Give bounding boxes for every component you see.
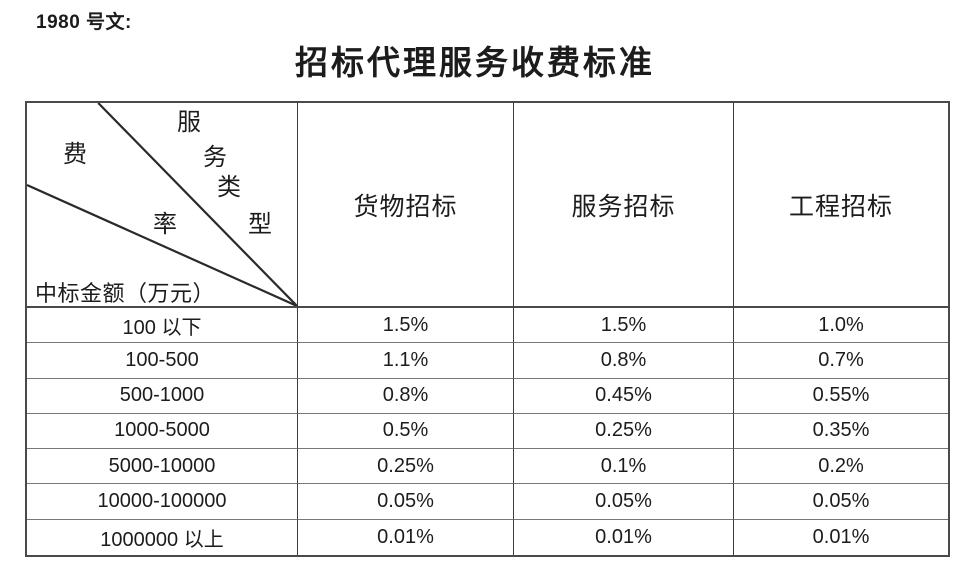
fee-value: 0.35% (734, 414, 948, 450)
row-label: 100 以下 (27, 308, 298, 344)
fee-value: 0.01% (298, 519, 514, 555)
fee-value: 0.8% (514, 343, 734, 379)
column-header-service-bidding: 服务招标 (514, 103, 734, 308)
fee-value: 0.5% (298, 413, 514, 450)
corner-char-rate: 率 (153, 212, 177, 238)
fee-value: 1.5% (298, 308, 514, 344)
fee-value: 0.1% (514, 449, 734, 485)
row-label: 1000-5000 (27, 413, 298, 450)
row-label: 500-1000 (27, 378, 298, 414)
fee-table: 费 率 服 务 类 型 中标金额（万元） 货物招标 服务招标 工程招标 100 … (25, 101, 950, 557)
row-label: 10000-100000 (27, 484, 298, 520)
corner-char-type4: 型 (248, 212, 272, 238)
row-axis-label: 中标金额（万元） (35, 281, 216, 306)
fee-value: 0.8% (298, 378, 514, 414)
column-header-works-bidding: 工程招标 (734, 103, 948, 308)
diagonal-divider-lines (27, 103, 297, 306)
corner-char-type1: 服 (177, 110, 201, 136)
corner-char-type3: 类 (217, 175, 241, 201)
fee-value: 1.1% (298, 343, 514, 379)
fee-value: 0.45% (514, 378, 734, 414)
row-label: 1000000 以上 (27, 519, 298, 555)
fee-value: 0.25% (298, 449, 514, 485)
fee-value: 0.01% (514, 519, 734, 555)
corner-char-type2: 务 (203, 145, 227, 171)
fee-value: 0.7% (734, 343, 948, 379)
fee-value: 0.55% (734, 379, 948, 414)
column-header-goods-bidding: 货物招标 (298, 103, 514, 308)
fee-value: 0.2% (734, 449, 948, 485)
corner-char-fee: 费 (63, 142, 87, 168)
fee-value: 1.0% (734, 308, 948, 344)
fee-value: 0.25% (514, 413, 734, 450)
page-title: 招标代理服务收费标准 (295, 46, 655, 82)
fee-value: 0.01% (812, 525, 870, 548)
row-label: 5000-10000 (27, 449, 298, 485)
row-label: 100-500 (27, 343, 298, 379)
fee-value: 0.05% (734, 484, 948, 520)
fee-value: 1.5% (514, 308, 734, 344)
fee-value: 0.05% (514, 484, 734, 520)
table-corner-cell: 费 率 服 务 类 型 中标金额（万元） (27, 103, 298, 308)
fee-value: 0.05% (298, 484, 514, 520)
doc-number: 1980 号文: (36, 12, 132, 33)
